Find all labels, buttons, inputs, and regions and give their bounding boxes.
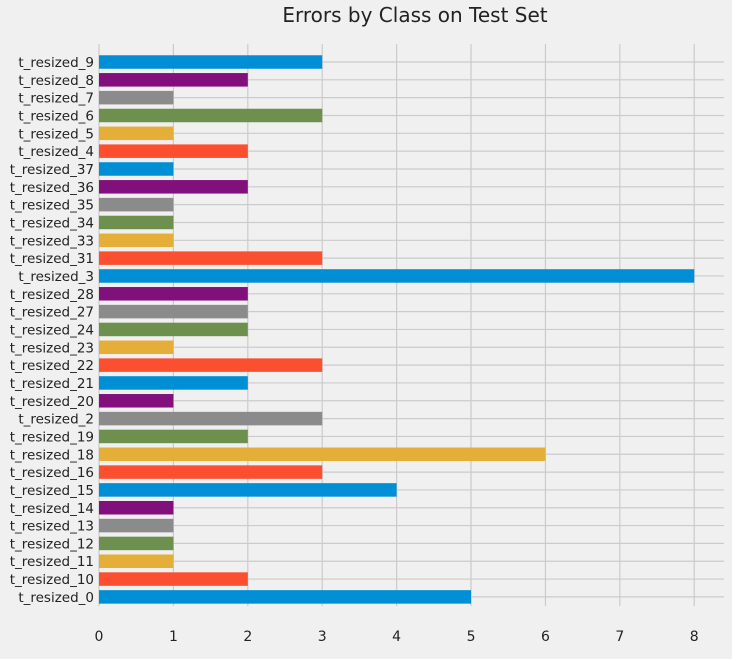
bars	[99, 55, 695, 604]
chart-title: Errors by Class on Test Set	[282, 3, 547, 27]
bar-t_resized_34	[99, 215, 174, 230]
bar-t_resized_19	[99, 429, 248, 444]
y-tick-label: t_resized_22	[10, 358, 94, 374]
y-tick-label: t_resized_23	[10, 340, 94, 356]
bar-t_resized_5	[99, 126, 174, 141]
bar-t_resized_2	[99, 411, 323, 426]
y-tick-label: t_resized_27	[10, 305, 94, 321]
y-tick-label: t_resized_20	[10, 394, 94, 410]
bar-t_resized_11	[99, 554, 174, 568]
y-tick-label: t_resized_5	[18, 126, 94, 142]
y-tick-label: t_resized_19	[10, 429, 94, 445]
bar-t_resized_8	[99, 73, 248, 87]
y-tick-label: t_resized_15	[10, 483, 94, 499]
bar-t_resized_21	[99, 376, 248, 390]
bar-t_resized_16	[99, 465, 323, 479]
bar-t_resized_0	[99, 590, 472, 604]
bar-t_resized_3	[99, 269, 695, 283]
y-tick-label: t_resized_12	[10, 536, 94, 552]
bar-t_resized_27	[99, 304, 248, 319]
bar-t_resized_4	[99, 144, 248, 158]
bar-t_resized_35	[99, 197, 174, 212]
bar-t_resized_7	[99, 90, 174, 105]
y-tick-label: t_resized_6	[18, 108, 94, 124]
x-tick-label: 8	[690, 629, 699, 645]
y-tick-label: t_resized_24	[10, 322, 94, 338]
y-tick-label: t_resized_4	[18, 144, 94, 160]
bar-t_resized_28	[99, 287, 248, 301]
y-tick-label: t_resized_21	[10, 376, 94, 392]
x-tick-label: 5	[467, 629, 476, 645]
bar-t_resized_15	[99, 483, 397, 497]
y-tick-label: t_resized_14	[10, 501, 94, 517]
y-tick-label: t_resized_37	[10, 162, 94, 178]
y-tick-label: t_resized_36	[10, 180, 94, 196]
bar-t_resized_18	[99, 447, 546, 462]
x-axis-tick-labels: 0 1 2 3 4 5 6 7 8	[95, 629, 699, 645]
y-tick-label: t_resized_8	[18, 73, 94, 89]
bar-t_resized_37	[99, 162, 174, 176]
bar-t_resized_24	[99, 322, 248, 337]
bar-t_resized_10	[99, 572, 248, 586]
x-tick-label: 1	[169, 629, 178, 645]
bar-t_resized_36	[99, 180, 248, 194]
y-tick-label: t_resized_35	[10, 198, 94, 214]
y-tick-label: t_resized_10	[10, 572, 94, 588]
y-tick-label: t_resized_7	[18, 91, 94, 107]
y-tick-label: t_resized_3	[18, 269, 94, 285]
bar-t_resized_14	[99, 501, 174, 515]
x-tick-label: 4	[392, 629, 401, 645]
bar-t_resized_12	[99, 536, 174, 551]
y-tick-label: t_resized_9	[18, 55, 94, 71]
bar-t_resized_13	[99, 518, 174, 533]
bar-t_resized_20	[99, 394, 174, 408]
y-tick-label: t_resized_28	[10, 287, 94, 303]
y-tick-label: t_resized_11	[10, 554, 94, 570]
bar-t_resized_33	[99, 233, 174, 248]
y-tick-label: t_resized_0	[18, 590, 94, 606]
bar-t_resized_9	[99, 55, 323, 69]
bar-t_resized_6	[99, 108, 323, 123]
y-tick-label: t_resized_18	[10, 447, 94, 463]
y-tick-label: t_resized_16	[10, 465, 94, 481]
y-tick-label: t_resized_34	[10, 215, 94, 231]
bar-t_resized_22	[99, 358, 323, 372]
x-tick-label: 0	[95, 629, 104, 645]
y-tick-label: t_resized_31	[10, 251, 94, 267]
x-tick-label: 2	[243, 629, 252, 645]
y-tick-label: t_resized_2	[18, 412, 94, 428]
bar-t_resized_23	[99, 340, 174, 355]
y-tick-label: t_resized_33	[10, 233, 94, 249]
x-tick-label: 7	[615, 629, 624, 645]
y-axis-tick-labels: t_resized_0 t_resized_10 t_resized_11 t_res…	[10, 55, 94, 606]
x-tick-label: 6	[541, 629, 550, 645]
x-tick-label: 3	[318, 629, 327, 645]
y-tick-label: t_resized_13	[10, 519, 94, 535]
bar-t_resized_31	[99, 251, 323, 265]
grid	[98, 44, 724, 606]
